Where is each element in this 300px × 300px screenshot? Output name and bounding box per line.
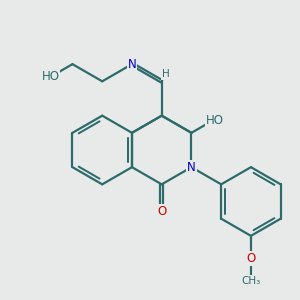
Text: HO: HO: [206, 114, 224, 127]
Text: H: H: [162, 69, 170, 79]
Text: CH₃: CH₃: [241, 276, 260, 286]
Text: HO: HO: [41, 70, 59, 83]
Text: N: N: [128, 58, 136, 70]
Text: O: O: [157, 205, 166, 218]
Text: O: O: [246, 252, 256, 265]
Text: N: N: [187, 161, 196, 174]
